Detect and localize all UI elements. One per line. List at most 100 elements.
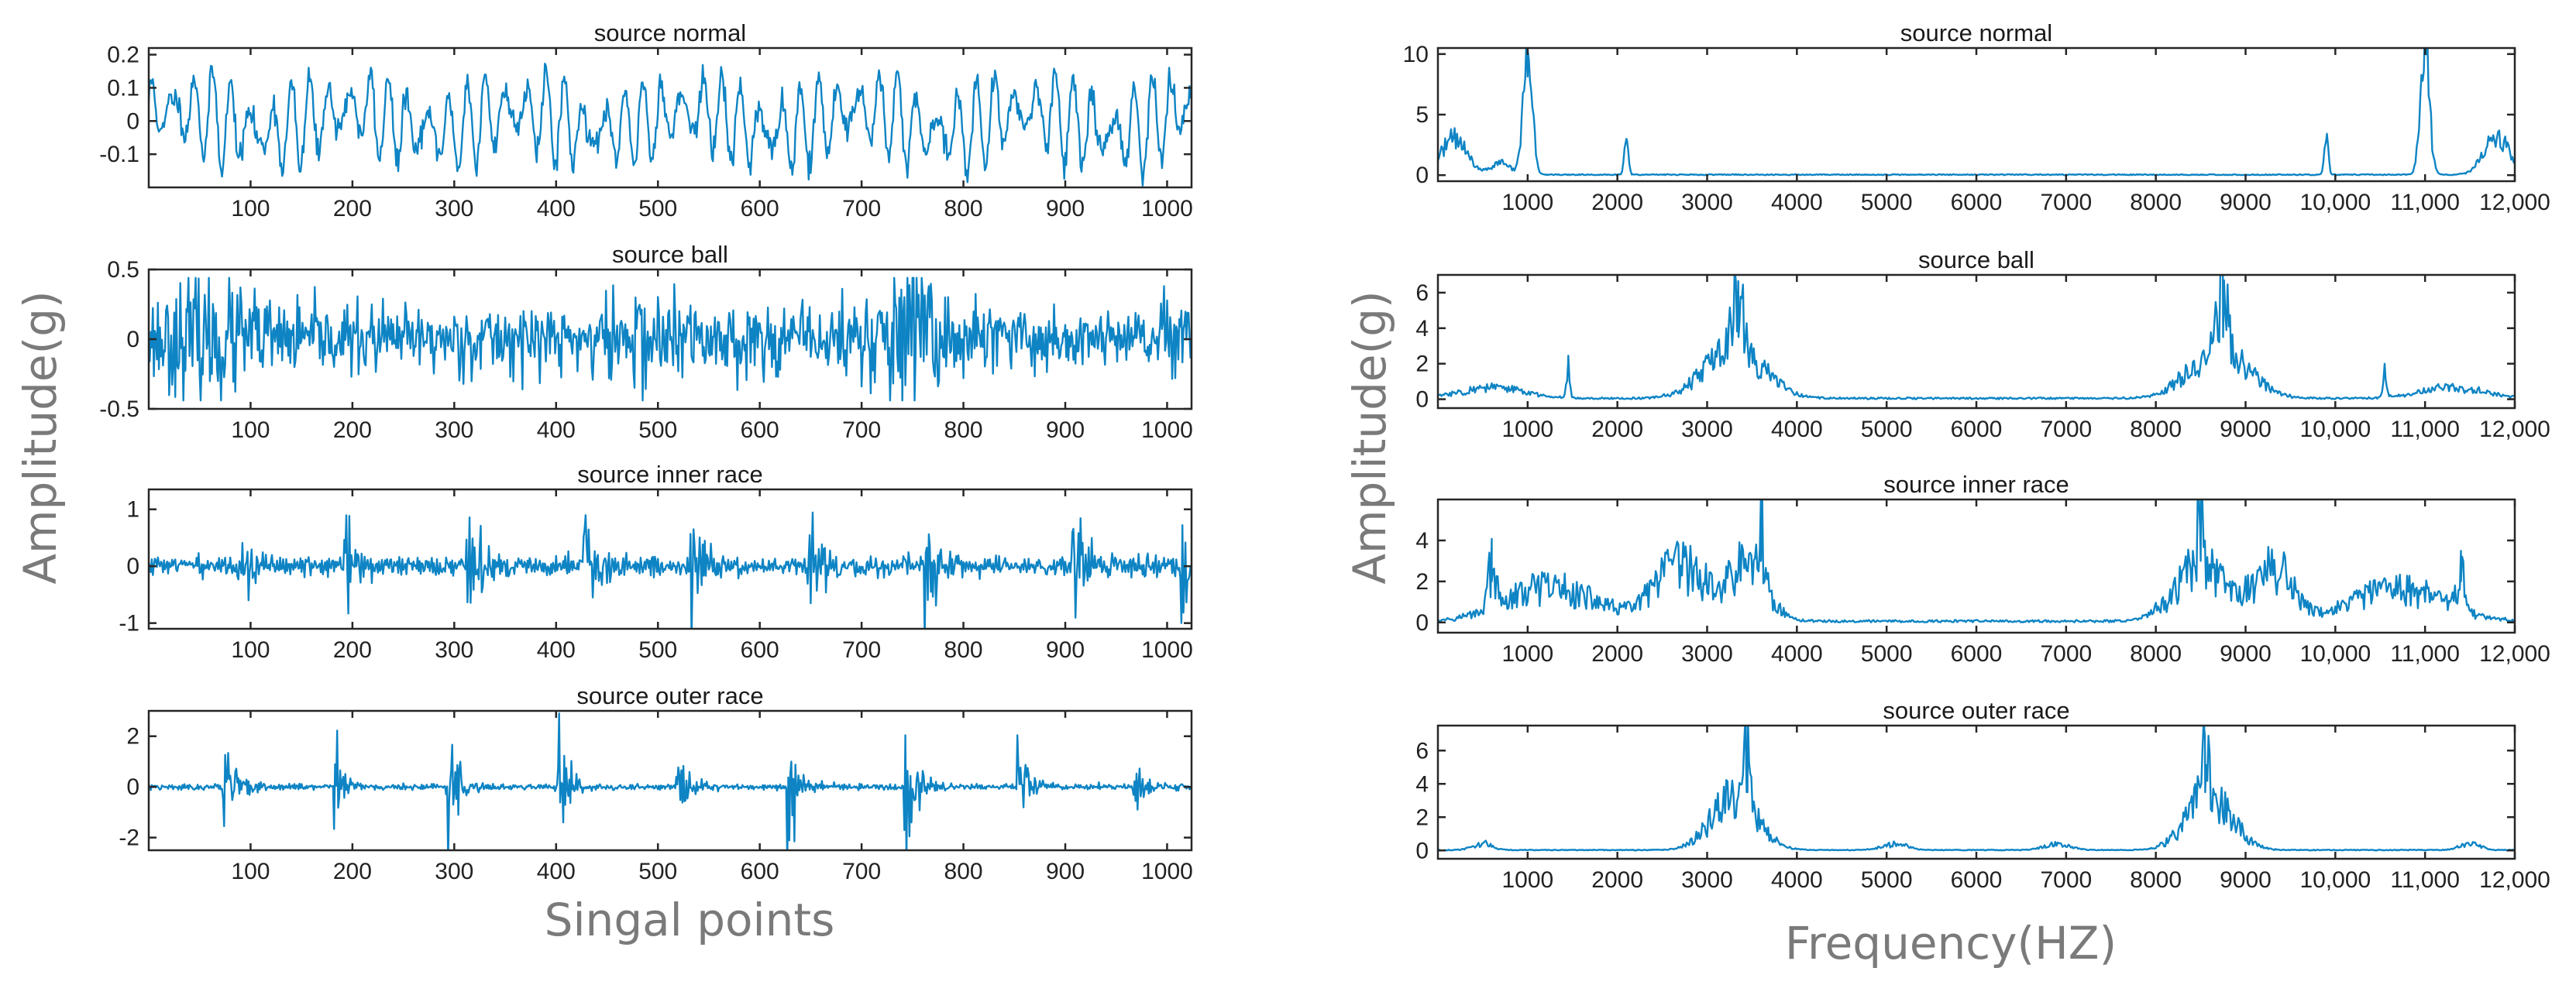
x-tick-label: 800 [944,859,983,884]
x-tick-label: 900 [1046,417,1085,443]
x-tick-label: 900 [1046,196,1085,221]
x-tick-label: 1000 [1501,417,1553,442]
x-tick-label: 3000 [1681,417,1733,442]
x-tick-label: 11,000 [2390,417,2460,442]
plot-frame [1436,498,2516,634]
x-tick-label: 9000 [2220,417,2272,442]
x-tick-label: 4000 [1771,417,1823,442]
x-tick-label: 700 [842,196,881,221]
subplot-title: source outer race [1883,697,2069,724]
y-tick-label: 2 [1415,805,1429,830]
x-tick-label: 600 [741,417,779,443]
x-tick-label: 300 [435,417,473,443]
subplot-t-outer: source outer race 100 200 300 400 500 600 700 80… [119,682,1193,884]
x-tick-label: 600 [741,637,779,663]
right-ylabel: Amplitude(g) [1343,290,1396,584]
x-tick-label: 800 [944,417,983,443]
y-tick-label: 0 [126,108,139,134]
x-tick-label: 700 [842,417,881,443]
plot-frame [1436,724,2516,860]
x-tick-label: 400 [537,859,576,884]
y-tick-label: -0.5 [99,396,139,422]
x-tick-label: 3000 [1681,641,1733,667]
y-tick-label: 0 [126,774,139,800]
plot-frame [1436,46,2516,183]
x-tick-label: 500 [638,196,677,221]
x-tick-label: 8000 [2130,417,2182,442]
y-tick-label: 2 [1415,352,1429,377]
x-tick-label: 10,000 [2299,417,2371,442]
y-tick-label: 0 [126,554,139,579]
y-tick-label: 0 [1415,610,1429,636]
subplot-f-ball: source ball 1000 2000 3000 4000 5000 6000 7000 8… [1415,246,2550,442]
x-tick-label: 7000 [2040,417,2092,442]
subplot-title: source ball [1918,246,2034,273]
x-tick-label: 800 [944,196,983,221]
x-tick-label: 8000 [2130,867,2182,893]
subplot-title: source inner race [577,461,763,488]
y-tick-label: 0 [1415,163,1429,188]
series-line [149,712,1192,850]
right-xlabel: Frequency(HZ) [1785,917,2117,970]
series-line [1438,726,2515,852]
x-tick-label: 100 [231,859,270,884]
x-tick-label: 7000 [2040,867,2092,893]
subplot-f-inner: source inner race 1000 2000 3000 4000 5000 600… [1415,471,2550,667]
x-tick-label: 900 [1046,637,1085,663]
series-line [1438,499,2515,623]
x-tick-label: 10,000 [2299,190,2371,215]
x-tick-label: 1000 [1501,867,1553,893]
x-tick-label: 6000 [1951,867,2003,893]
subplot-title: source normal [594,19,746,46]
x-tick-label: 9000 [2220,867,2272,893]
y-tick-label: 2 [1415,569,1429,595]
x-tick-label: 4000 [1771,641,1823,667]
x-tick-label: 1000 [1141,417,1193,443]
y-tick-label: 0 [1415,838,1429,863]
left-xlabel: Singal points [545,894,835,946]
subplot-f-normal: source normal 1000 2000 3000 4000 5000 6000 700… [1403,19,2550,215]
y-tick-label: 6 [1415,280,1429,306]
x-tick-label: 8000 [2130,641,2182,667]
subplot-t-inner: source inner race 100 200 300 400 500 600 700 80… [119,461,1193,663]
x-tick-label: 1000 [1501,190,1553,215]
subplot-title: source normal [1900,19,2052,46]
y-tick-label: 6 [1415,738,1429,764]
x-tick-label: 300 [435,637,473,663]
y-tick-label: 5 [1415,102,1429,128]
x-tick-label: 1000 [1141,859,1193,884]
y-tick-label: -0.1 [99,142,139,167]
x-tick-label: 7000 [2040,190,2092,215]
y-tick-label: 10 [1403,42,1429,67]
x-tick-label: 200 [333,417,372,443]
x-tick-label: 8000 [2130,190,2182,215]
left-ylabel: Amplitude(g) [14,290,67,584]
x-tick-label: 200 [333,637,372,663]
y-tick-label: 0.1 [107,75,139,101]
x-tick-label: 700 [842,637,881,663]
x-tick-label: 100 [231,637,270,663]
x-tick-label: 12,000 [2479,190,2550,215]
x-tick-label: 600 [741,859,779,884]
x-tick-label: 10,000 [2299,867,2371,893]
subplot-title: source ball [612,241,728,268]
plot-frame [1436,273,2516,410]
x-tick-label: 10,000 [2299,641,2371,667]
x-tick-label: 9000 [2220,190,2272,215]
x-tick-label: 900 [1046,859,1085,884]
series-line [149,511,1192,629]
x-tick-label: 600 [741,196,779,221]
x-tick-label: 200 [333,196,372,221]
x-tick-label: 2000 [1591,641,1643,667]
x-tick-label: 200 [333,859,372,884]
y-tick-label: 0.2 [107,43,139,68]
x-tick-label: 5000 [1861,641,1913,667]
plot-frame [147,46,1193,189]
y-tick-label: 4 [1415,528,1429,554]
x-tick-label: 3000 [1681,190,1733,215]
x-tick-label: 4000 [1771,190,1823,215]
x-tick-label: 7000 [2040,641,2092,667]
x-tick-label: 12,000 [2479,867,2550,893]
y-tick-label: 0 [126,327,139,352]
